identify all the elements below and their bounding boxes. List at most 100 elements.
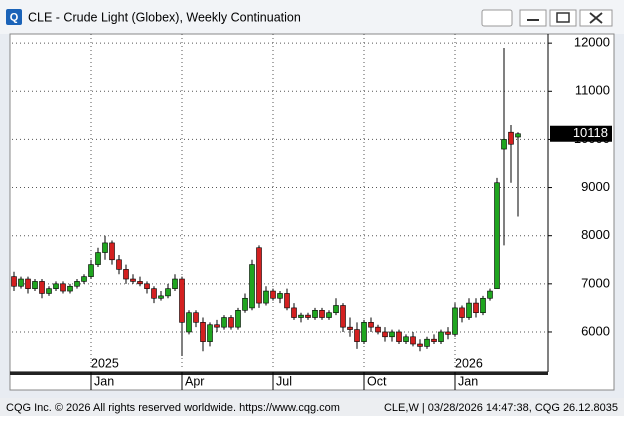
candle-body xyxy=(445,331,451,335)
candle-body xyxy=(284,293,290,309)
year-label: 2026 xyxy=(455,356,483,370)
candle-body xyxy=(214,324,220,328)
y-tick-label: 11000 xyxy=(575,83,610,98)
x-tick-label: Jan xyxy=(94,374,114,388)
candle-body xyxy=(200,322,206,342)
candle-body xyxy=(165,288,171,297)
y-tick-label: 12000 xyxy=(574,35,610,50)
app-icon xyxy=(6,9,22,25)
y-tick-label: 8000 xyxy=(581,227,610,242)
candle-body xyxy=(32,281,38,289)
candle-body xyxy=(410,336,416,345)
candle-body xyxy=(235,310,241,328)
candle-body xyxy=(333,305,339,314)
x-tick-label: Jul xyxy=(276,374,292,388)
candle-body xyxy=(396,331,402,342)
candle-body xyxy=(249,264,255,309)
year-label: 2025 xyxy=(91,356,119,370)
y-tick-label: 6000 xyxy=(581,323,610,338)
candle-body xyxy=(221,317,227,328)
chart-title: CLE - Crude Light (Globex), Weekly Conti… xyxy=(28,10,301,24)
candle-body xyxy=(193,312,199,323)
candle-body xyxy=(256,247,262,304)
candle-body xyxy=(382,331,388,338)
candle-body xyxy=(508,131,514,145)
candle-body xyxy=(466,302,472,318)
candle-body xyxy=(18,278,24,287)
candle-body xyxy=(74,281,80,287)
x-tick-label: Oct xyxy=(367,374,387,388)
candle-body xyxy=(277,293,283,299)
candle-body xyxy=(11,276,17,287)
candle-body xyxy=(459,307,465,318)
candle-body xyxy=(60,283,66,292)
candle-body xyxy=(207,324,213,342)
candle-body xyxy=(53,283,59,289)
candle-body xyxy=(46,288,52,294)
minimize-button[interactable] xyxy=(519,9,547,27)
footer-status: CLE,W | 03/28/2026 14:47:38, CQG 26.12.8… xyxy=(384,402,618,414)
candle-body xyxy=(389,331,395,338)
candle-body xyxy=(179,278,185,323)
candle-body xyxy=(130,278,136,282)
y-tick-label: 7000 xyxy=(581,275,610,290)
candle-body xyxy=(347,326,353,330)
candle-body xyxy=(438,331,444,342)
x-tick-label: Jan xyxy=(458,374,478,388)
candle-body xyxy=(25,278,31,289)
footer-copyright: CQG Inc. © 2026 All rights reserved worl… xyxy=(6,402,340,414)
candle-body xyxy=(242,297,248,311)
candle-body xyxy=(151,288,157,299)
candle-body xyxy=(270,290,276,299)
candle-body xyxy=(158,295,164,299)
candle-body xyxy=(263,290,269,304)
candle-body xyxy=(403,336,409,342)
maximize-icon xyxy=(556,12,570,23)
candle-body xyxy=(186,312,192,333)
x-tick-label: Apr xyxy=(185,374,204,388)
candle-body xyxy=(354,329,360,342)
candle-body xyxy=(424,338,430,347)
candle-body xyxy=(123,269,129,280)
candle-body xyxy=(515,133,521,138)
candle-body xyxy=(109,242,115,261)
candle-body xyxy=(291,307,297,318)
candle-body xyxy=(228,317,234,328)
candle-body xyxy=(298,314,304,318)
candle-body xyxy=(39,281,45,294)
candle-body xyxy=(501,139,507,150)
candle-body xyxy=(368,322,374,328)
candle-body xyxy=(81,276,87,282)
time-axis-band xyxy=(10,372,548,375)
candle-body xyxy=(431,338,437,342)
candle-body xyxy=(116,259,122,270)
y-tick-label: 9000 xyxy=(581,179,610,194)
candle-body xyxy=(305,314,311,318)
candle-body xyxy=(88,264,94,277)
candle-body xyxy=(326,312,332,318)
candle-body xyxy=(319,310,325,318)
candle-body xyxy=(144,283,150,289)
candle-body xyxy=(137,281,143,285)
candle-body xyxy=(375,326,381,333)
last-price-box xyxy=(550,125,612,142)
candle-body xyxy=(312,310,318,318)
candle-body xyxy=(452,307,458,335)
candle-body xyxy=(417,343,423,347)
close-icon xyxy=(589,12,603,24)
candle-body xyxy=(487,290,493,299)
candle-body xyxy=(473,302,479,314)
candle-body xyxy=(102,242,108,253)
last-price-label: 10118 xyxy=(573,125,608,140)
candle-body xyxy=(480,297,486,314)
candle-body xyxy=(494,182,500,289)
candle-body xyxy=(340,305,346,328)
app-icon-glyph: Q xyxy=(10,11,19,23)
candle-body xyxy=(361,322,367,342)
link-button[interactable] xyxy=(481,9,513,27)
status-bar xyxy=(0,398,624,416)
plot-background xyxy=(9,33,615,391)
candle-body xyxy=(67,285,73,292)
